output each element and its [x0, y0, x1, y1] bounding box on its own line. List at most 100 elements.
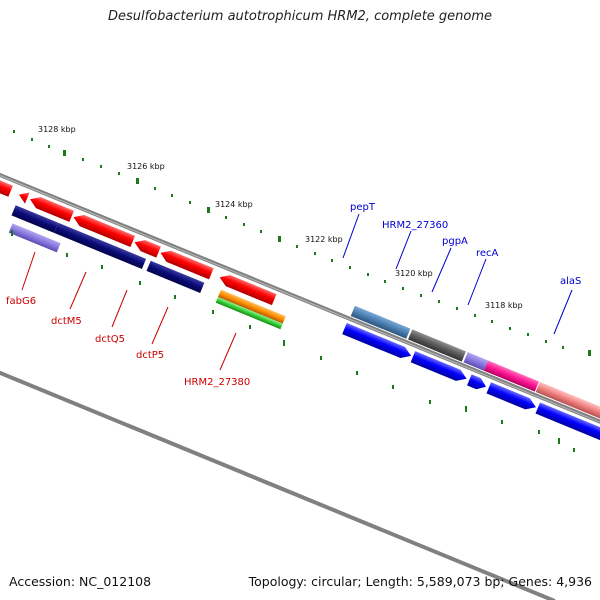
tick-mark	[538, 430, 540, 434]
tick-mark	[331, 259, 333, 262]
tick-mark	[174, 295, 176, 299]
gene-arrow	[467, 374, 487, 390]
tick-mark	[558, 438, 560, 444]
feature-band	[535, 381, 600, 434]
tick-mark	[314, 252, 316, 255]
tick-mark-major	[136, 178, 139, 184]
gene-label-dctM5: dctM5	[51, 316, 82, 327]
tick-mark-major	[207, 207, 210, 213]
leader-line	[21, 251, 36, 291]
gene-label-recA: recA	[476, 248, 499, 259]
gene-label-HRM2_27360: HRM2_27360	[382, 220, 448, 231]
map-title: Desulfobacterium autotrophicum HRM2, com…	[107, 9, 493, 24]
tick-mark	[48, 145, 50, 148]
feature-band	[8, 223, 61, 253]
scale-label: 3122 kbp	[305, 235, 343, 244]
tick-mark	[118, 172, 120, 175]
tick-mark	[283, 340, 285, 346]
tick-mark-major	[278, 236, 281, 242]
tick-mark	[491, 320, 493, 323]
accession-label: Accession: NC_012108	[9, 574, 152, 589]
tick-mark	[367, 273, 369, 276]
tick-mark	[139, 281, 141, 285]
leader-line	[342, 213, 360, 259]
feature-band	[146, 260, 205, 293]
tick-mark	[501, 420, 503, 424]
tick-mark	[31, 138, 33, 141]
gene-arrow	[486, 382, 536, 410]
scale-label: 3124 kbp	[215, 200, 253, 209]
scale-label: 3128 kbp	[38, 125, 76, 134]
tick-mark	[465, 406, 467, 412]
tick-mark	[527, 333, 529, 336]
tick-mark	[225, 216, 227, 219]
tick-mark	[562, 346, 564, 349]
gene-arrow	[18, 192, 30, 204]
inner-tick-ring	[11, 230, 575, 452]
gene-track-group	[0, 171, 600, 600]
gene-arrow	[73, 214, 135, 248]
feature-band	[54, 222, 147, 270]
tick-mark	[296, 245, 298, 248]
tick-mark	[320, 356, 322, 360]
tick-mark	[171, 194, 173, 197]
gene-arrow	[219, 275, 277, 306]
feature-band	[350, 305, 411, 339]
feature-band	[463, 352, 489, 371]
tick-mark	[429, 400, 431, 404]
tick-mark	[474, 314, 476, 317]
gene-arrow	[410, 351, 467, 381]
feature-band	[408, 329, 466, 362]
leader-line	[431, 247, 452, 293]
genome-backbone-highlight	[0, 173, 600, 433]
tick-mark	[438, 300, 440, 303]
scale-label: 3120 kbp	[395, 269, 433, 278]
tick-mark	[66, 253, 68, 257]
outer-tick-ring	[13, 130, 591, 356]
tick-mark	[509, 327, 511, 330]
tick-mark	[392, 385, 394, 389]
tick-mark	[402, 287, 404, 290]
tick-mark-major	[63, 150, 66, 156]
gene-label-pgpA: pgpA	[442, 236, 468, 247]
gene-label-dctP5: dctP5	[136, 350, 164, 361]
leader-line	[111, 289, 128, 328]
gene-arrow	[30, 197, 74, 222]
scale-label: 3126 kbp	[127, 162, 165, 171]
tick-mark	[101, 265, 103, 269]
gene-label-HRM2_27380: HRM2_27380	[184, 377, 250, 388]
tick-mark	[384, 280, 386, 283]
tick-mark	[456, 307, 458, 310]
tick-mark	[356, 371, 358, 375]
gene-label-fabG6: fabG6	[6, 296, 36, 307]
gene-arrow	[160, 250, 214, 280]
gene-arrow	[134, 240, 161, 258]
tick-mark	[100, 165, 102, 168]
feature-band	[483, 360, 539, 392]
leader-line	[467, 258, 487, 306]
leader-line	[553, 289, 573, 335]
tick-mark	[420, 294, 422, 297]
tick-mark-major	[588, 350, 591, 356]
feature-band	[217, 289, 286, 324]
leader-line	[219, 332, 237, 371]
gene-arrow	[535, 402, 600, 446]
scale-label: 3118 kbp	[485, 301, 523, 310]
gene-arrow	[0, 177, 13, 197]
leader-line	[395, 230, 412, 270]
tick-mark	[82, 158, 84, 161]
tick-mark	[189, 201, 191, 204]
feature-band	[215, 297, 283, 330]
leader-line	[151, 306, 169, 345]
tick-mark	[13, 130, 15, 133]
leader-line	[69, 271, 87, 310]
gene-label-alaS: alaS	[560, 276, 581, 287]
tick-mark	[249, 325, 251, 329]
gene-label-dctQ5: dctQ5	[95, 334, 125, 345]
gene-label-pepT: pepT	[350, 202, 376, 213]
tick-mark	[545, 340, 547, 343]
gene-arrow	[342, 322, 412, 359]
genome-summary: Topology: circular; Length: 5,589,073 bp…	[248, 574, 592, 589]
tick-mark	[573, 448, 575, 452]
tick-mark	[243, 223, 245, 226]
